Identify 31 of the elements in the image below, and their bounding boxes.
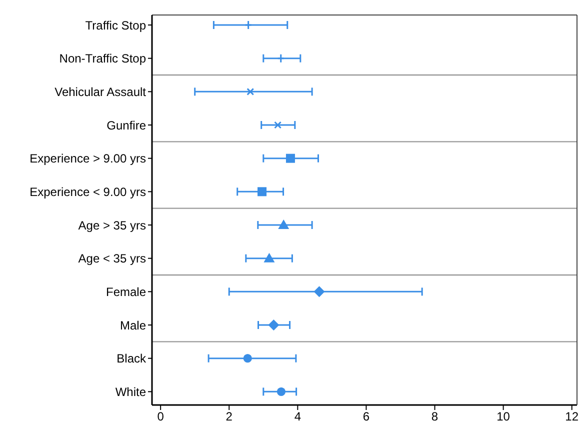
point: [246, 88, 254, 96]
x-tick-label: 8: [431, 410, 438, 424]
point: [244, 20, 252, 30]
point: [274, 121, 282, 129]
y-tick-label: White: [115, 384, 146, 399]
y-tick-label: Experience > 9.00 yrs: [30, 152, 146, 166]
x-tick-label: 0: [157, 410, 164, 424]
x-tick-label: 12: [565, 410, 579, 424]
y-tick-label: Age < 35 yrs: [78, 252, 146, 266]
x-tick-label: 2: [226, 410, 233, 424]
y-tick-label: Male: [120, 318, 146, 332]
y-tick-label: Gunfire: [106, 118, 146, 132]
point: [286, 154, 295, 163]
y-tick-label: Experience < 9.00 yrs: [30, 184, 146, 199]
point: [243, 354, 252, 363]
point: [278, 220, 290, 229]
y-tick-label: Black: [116, 352, 147, 366]
point: [268, 320, 280, 330]
point: [264, 252, 275, 262]
x-tick-label: 6: [362, 410, 370, 424]
y-tick-label: Non-Traffic Stop: [59, 52, 146, 66]
y-tick-label: Female: [106, 284, 146, 299]
y-tick-label: Traffic Stop: [85, 18, 146, 32]
point: [277, 54, 285, 64]
y-tick-label: Vehicular Assault: [54, 84, 147, 99]
point: [276, 387, 286, 396]
point: [258, 187, 267, 196]
x-tick-label: 10: [496, 410, 510, 424]
point: [314, 286, 325, 298]
y-tick-label: Age > 35 yrs: [78, 218, 146, 232]
x-tick-label: 4: [294, 410, 302, 424]
